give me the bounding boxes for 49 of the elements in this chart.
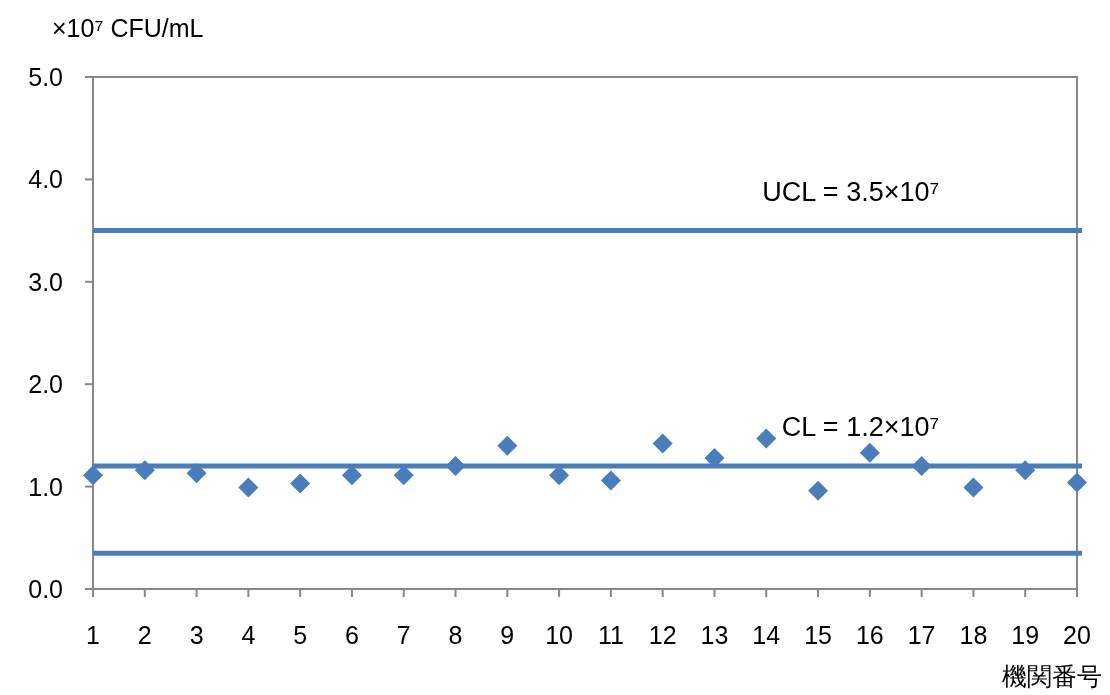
y-tick-label: 0.0 xyxy=(28,575,63,603)
y-axis-title: ×10⁷ CFU/mL xyxy=(52,14,204,42)
point xyxy=(911,456,932,477)
point xyxy=(341,465,362,486)
x-tick-label: 7 xyxy=(396,621,411,649)
x-tick-label: 9 xyxy=(500,621,515,649)
x-tick-label: 13 xyxy=(700,621,729,649)
x-tick-label: 1 xyxy=(86,621,100,649)
x-tick-label: 2 xyxy=(137,621,152,649)
point xyxy=(808,480,829,501)
point xyxy=(600,470,621,491)
x-tick-label: 17 xyxy=(907,621,936,649)
point xyxy=(134,460,155,481)
x-tick-label: 15 xyxy=(804,621,832,649)
point xyxy=(963,477,984,498)
ref-line-label: UCL = 3.5×10⁷ xyxy=(762,176,940,207)
x-tick-label: 18 xyxy=(959,621,988,649)
y-tick-label: 4.0 xyxy=(28,165,63,194)
x-tick-label: 14 xyxy=(752,621,781,649)
x-tick-label: 16 xyxy=(855,621,884,649)
x-tick-label: 3 xyxy=(189,621,204,649)
ref-line-label: CL = 1.2×10⁷ xyxy=(781,412,940,443)
point xyxy=(83,465,103,486)
point xyxy=(859,442,880,463)
point xyxy=(393,465,414,486)
x-tick-label: 11 xyxy=(597,621,624,649)
y-tick-label: 3.0 xyxy=(28,267,63,296)
point xyxy=(1067,472,1087,493)
x-tick-label: 8 xyxy=(448,621,463,649)
point xyxy=(497,435,518,456)
point xyxy=(549,465,570,486)
y-tick-label: 1.0 xyxy=(28,472,63,501)
x-tick-label: 12 xyxy=(648,621,677,649)
point xyxy=(1015,460,1036,481)
x-tick-label: 10 xyxy=(545,621,574,649)
x-tick-label: 4 xyxy=(241,621,256,649)
point xyxy=(652,433,673,454)
x-tick-label: 20 xyxy=(1063,621,1091,649)
x-axis-title: 機関番号 xyxy=(1002,662,1102,690)
x-tick-label: 19 xyxy=(1011,621,1040,649)
point xyxy=(445,456,466,477)
x-tick-label: 5 xyxy=(293,621,308,649)
x-tick-label: 6 xyxy=(344,621,359,649)
point xyxy=(238,477,259,498)
point xyxy=(290,473,311,494)
y-tick-label: 5.0 xyxy=(28,63,63,91)
y-tick-label: 2.0 xyxy=(28,370,63,399)
point xyxy=(756,428,777,449)
point xyxy=(186,463,207,484)
